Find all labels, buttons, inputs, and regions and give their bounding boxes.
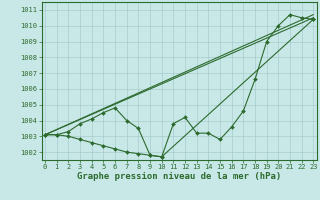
X-axis label: Graphe pression niveau de la mer (hPa): Graphe pression niveau de la mer (hPa) — [77, 172, 281, 181]
